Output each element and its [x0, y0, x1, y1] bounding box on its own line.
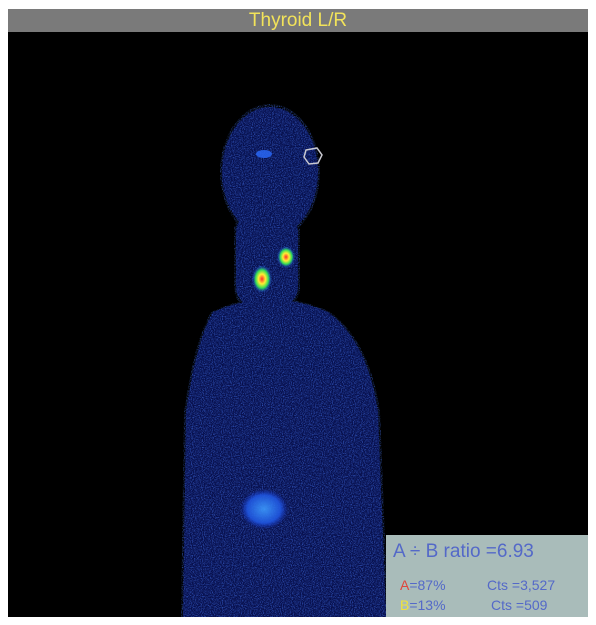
ratio-panel: A ÷ B ratio =6.93 A=87% Cts =3,527 B=13%… — [386, 535, 588, 617]
row-b: B=13% Cts =509 — [400, 597, 547, 613]
label-b: B — [400, 597, 410, 613]
thyroid-lobe-a — [252, 265, 272, 293]
ratio-text: A ÷ B ratio =6.93 — [393, 541, 534, 562]
percent-b: =13% — [409, 597, 446, 613]
body-speckle — [181, 104, 388, 617]
thyroid-lobe-b — [277, 246, 295, 268]
counts-a: Cts =3,527 — [487, 577, 556, 593]
head-spot — [256, 150, 272, 158]
abdominal-uptake — [240, 489, 288, 529]
label-a: A — [400, 577, 410, 593]
scan-viewer: Thyroid L/R — [8, 9, 588, 617]
row-a: A=87% Cts =3,527 — [400, 577, 555, 593]
background-roi — [303, 147, 323, 165]
scintigraphy-image — [181, 104, 388, 617]
percent-a: =87% — [409, 577, 446, 593]
image-title: Thyroid L/R — [8, 9, 588, 32]
counts-b: Cts =509 — [491, 597, 548, 613]
